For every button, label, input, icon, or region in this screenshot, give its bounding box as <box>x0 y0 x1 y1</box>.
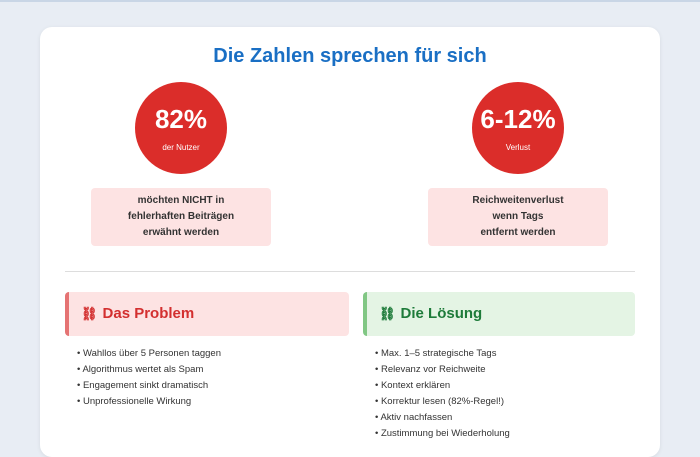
list-item: Algorithmus wertet als Spam <box>77 362 221 378</box>
page: Die Zahlen sprechen für sich {"header": … <box>0 0 700 441</box>
stat-circle: 6-12% Verlust <box>472 82 564 174</box>
description-line: Reichweitenverlust <box>472 195 564 206</box>
icon: ⛓ <box>81 306 98 321</box>
section-title: Die Lösung <box>400 305 483 322</box>
stat-caption: der Nutzer <box>162 143 200 152</box>
list-item: Relevanz vor Reichweite <box>375 362 510 378</box>
description-line: möchten NICHT in <box>137 195 225 206</box>
list-item: Max. 1–5 strategische Tags <box>375 346 510 362</box>
stat-value: 6-12% <box>480 104 556 134</box>
list-item: Korrektur lesen (82%-Regel!) <box>375 394 510 410</box>
stat-description: möchten NICHT in fehlerhaften Beiträgen … <box>91 188 271 246</box>
stat-caption: Verlust <box>505 143 531 152</box>
list-item: Aktiv nachfassen <box>375 410 510 426</box>
icon: ⛓ <box>379 306 396 321</box>
description-line: fehlerhaften Beiträgen <box>127 211 235 222</box>
description-line: entfernt werden <box>480 227 556 238</box>
solution-header: ⛓ Die Lösung <box>363 292 635 336</box>
problem-list: Wahllos über 5 Personen taggenAlgorithmu… <box>77 346 221 410</box>
stat-value: 82% <box>154 104 208 134</box>
list-item: Kontext erklären <box>375 378 510 394</box>
stat-circle: 82% der Nutzer <box>135 82 227 174</box>
description-line: wenn Tags <box>492 211 544 222</box>
list-item: Wahllos über 5 Personen taggen <box>77 346 221 362</box>
list-item: Unprofessionelle Wirkung <box>77 394 221 410</box>
list-item: Zustimmung bei Wiederholung <box>375 426 510 442</box>
problem-header: ⛓ Das Problem <box>65 292 349 336</box>
section-title: Das Problem <box>102 305 195 322</box>
top-bar <box>0 0 700 2</box>
divider <box>65 271 635 272</box>
title: Die Zahlen sprechen für sich <box>213 45 487 67</box>
list-item: Engagement sinkt dramatisch <box>77 378 221 394</box>
screen: Die Zahlen sprechen für sich 82% der Nut… <box>0 0 700 441</box>
stat-description: Reichweitenverlust wenn Tags entfernt we… <box>428 188 608 246</box>
solution-list: Max. 1–5 strategische TagsRelevanz vor R… <box>375 346 510 442</box>
description-line: erwähnt werden <box>142 227 220 238</box>
